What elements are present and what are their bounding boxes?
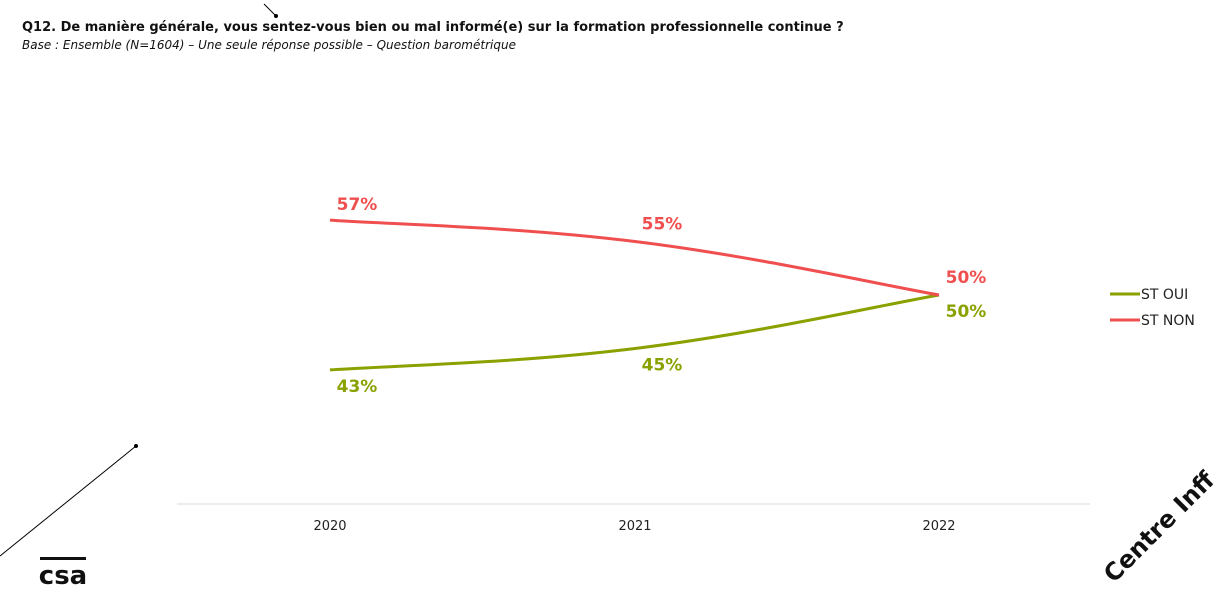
series-group xyxy=(329,218,940,372)
decorative-lines xyxy=(0,3,278,557)
x-tick-label-2020: 2020 xyxy=(313,519,346,534)
data-label: 55% xyxy=(642,215,683,235)
base-note: Base : Ensemble (N=1604) – Une seule rép… xyxy=(22,38,516,52)
legend-label: ST OUI xyxy=(1141,287,1188,303)
data-label: 43% xyxy=(337,377,378,397)
data-label: 57% xyxy=(337,195,378,215)
x-ticks: 2020 2021 2022 xyxy=(313,519,955,534)
data-label: 50% xyxy=(946,268,987,288)
csa-logo-text: csa xyxy=(39,561,87,589)
data-label: 45% xyxy=(642,356,683,376)
data-label: 50% xyxy=(946,302,987,322)
series-line-st-non xyxy=(329,218,940,297)
x-tick-label-2021: 2021 xyxy=(618,519,651,534)
csa-logo: csa xyxy=(39,557,87,589)
data-labels: 43% 45% 50% 57% 55% 50% xyxy=(337,195,987,397)
x-tick-label-2022: 2022 xyxy=(922,519,955,534)
question-title: Q12. De manière générale, vous sentez-vo… xyxy=(22,20,844,35)
series-line-st-oui xyxy=(329,293,940,372)
legend-label: ST NON xyxy=(1141,313,1195,329)
legend: ST OUI ST NON xyxy=(1110,287,1195,329)
